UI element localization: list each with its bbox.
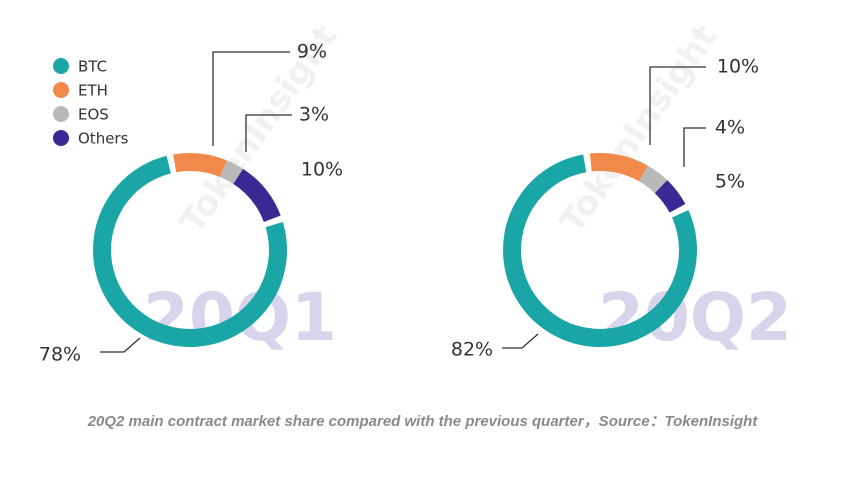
legend-label: Others: [78, 130, 129, 148]
leader-line: [649, 66, 706, 145]
legend-label: BTC: [78, 58, 107, 76]
legend-label: EOS: [78, 106, 109, 124]
data-label: 10%: [301, 159, 343, 181]
data-label: 4%: [715, 117, 745, 139]
chart: TokenInsight TokenInsight 20Q178%9%3%10%…: [39, 18, 792, 366]
legend-marker: [53, 82, 69, 98]
data-label: 5%: [715, 171, 745, 193]
donut-segment: [639, 165, 668, 194]
legend-marker: [53, 58, 69, 74]
legend-marker: [53, 130, 69, 146]
donut-segment: [233, 168, 281, 222]
donut-segment: [589, 152, 648, 182]
donut-segment: [654, 180, 686, 213]
leader-line: [212, 51, 290, 146]
data-label: 9%: [297, 41, 327, 63]
caption: 20Q2 main contract market share compared…: [87, 413, 758, 430]
leader-line: [502, 333, 539, 349]
data-label: 3%: [299, 104, 329, 126]
data-label: 78%: [39, 344, 81, 366]
leader-line: [245, 114, 292, 152]
leader-line: [683, 127, 706, 167]
leader-line: [100, 337, 141, 353]
chart-title: 20Q2: [598, 279, 792, 356]
data-label: 10%: [717, 56, 759, 78]
watermark: TokenInsight: [552, 18, 725, 241]
legend-marker: [53, 106, 69, 122]
data-label: 82%: [451, 339, 493, 361]
legend-label: ETH: [78, 82, 108, 100]
donut-segment: [173, 153, 227, 177]
donut-segment: [220, 160, 244, 184]
